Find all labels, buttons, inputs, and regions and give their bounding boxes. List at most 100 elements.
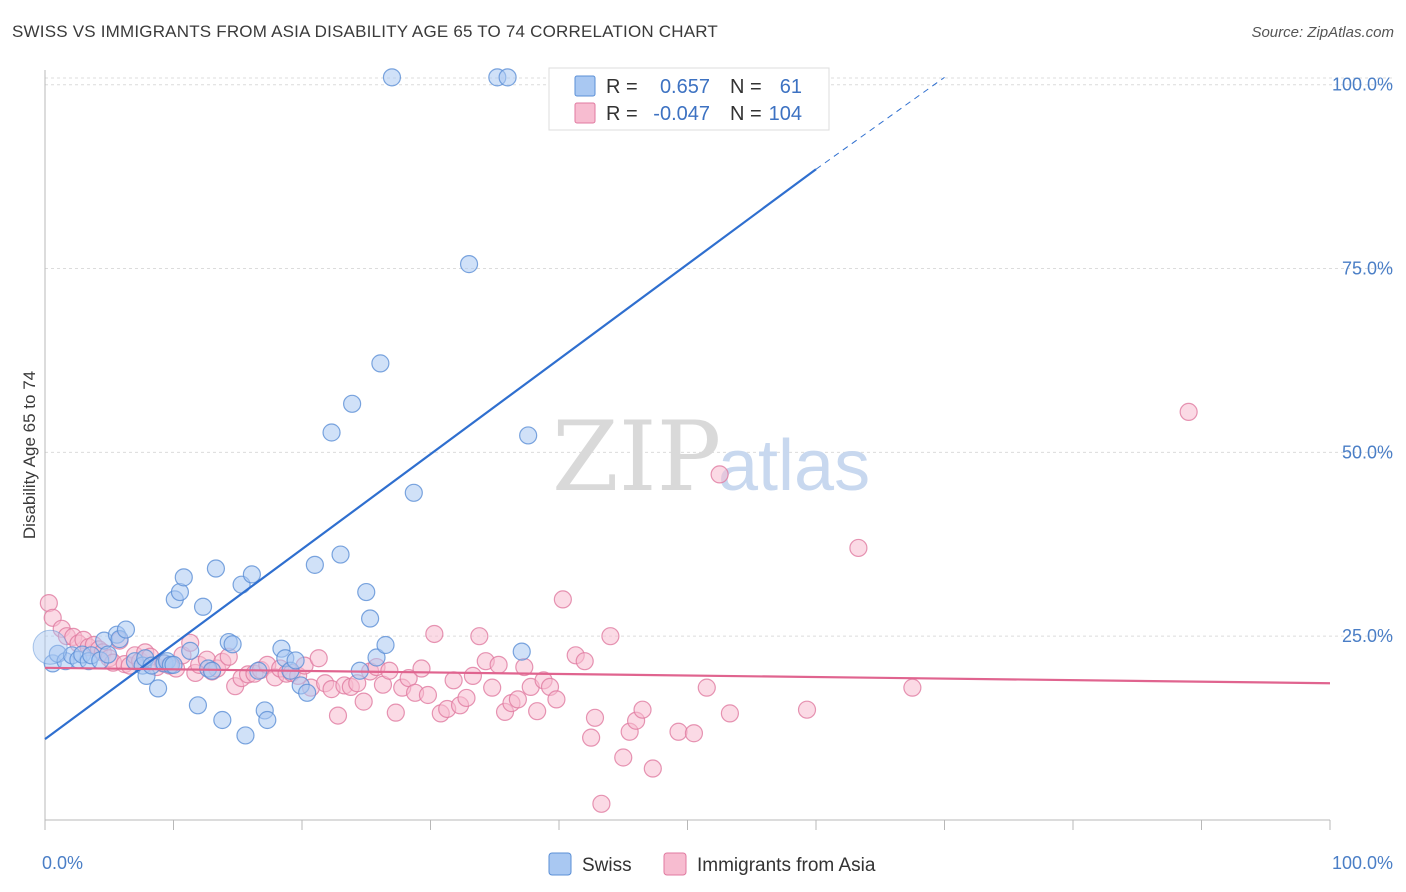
asia-point [643,759,662,778]
legend-n-value-asia: 104 [769,103,802,125]
swiss-point [305,555,324,574]
legend-r-label: R = [606,103,638,125]
asia-point [697,678,716,697]
asia-point [425,624,444,644]
swiss-point [331,545,350,564]
swiss-point [357,582,376,602]
swiss-trend-line [44,168,817,741]
asia-point [508,690,527,709]
asia-point [412,659,431,678]
chart-source: Source: ZipAtlas.com [1251,24,1394,41]
legend-swatch-swiss [574,75,596,97]
asia-trend-line [44,666,1331,685]
swiss-point [298,683,317,702]
y-axis-label: Disability Age 65 to 74 [20,371,39,539]
asia-point [585,708,605,727]
asia-point [553,590,572,609]
asia-point [328,706,348,725]
swiss-point [148,679,168,698]
x-tick-label: 100.0% [1332,853,1393,873]
asia-point [470,627,489,646]
bottom-legend: Swiss Immigrants from Asia [548,852,876,876]
legend-box [548,67,830,131]
tick-labels: 25.0% 50.0% 75.0% 100.0% 0.0% 100.0% [42,75,1393,873]
swiss-point [376,635,395,655]
swiss-point [382,68,402,87]
asia-point [386,703,405,722]
swiss-point [213,710,232,730]
asia-point [849,538,868,558]
asia-point [309,649,328,668]
asia-point [710,465,729,484]
swiss-point [519,426,538,445]
asia-point [592,794,611,813]
legend-r-label: R = [606,76,638,98]
asia-point [380,661,399,680]
swiss-point [512,642,531,661]
asia-point [418,685,438,705]
chart-title: SWISS VS IMMIGRANTS FROM ASIA DISABILITY… [12,22,719,41]
swiss-point [404,483,423,502]
swiss-point [286,651,305,670]
swiss-point [371,354,390,373]
asia-point [797,700,817,719]
asia-point [614,748,633,767]
bottom-legend-label-swiss: Swiss [582,855,632,876]
asia-point [903,678,922,697]
swiss-point [322,423,341,442]
legend-n-label: N = [730,103,762,125]
legend-n-label: N = [730,76,762,98]
swiss-trend-extension [815,76,945,170]
swiss-point [164,655,183,674]
swiss-point [236,726,255,745]
bottom-legend-swatch-swiss [548,852,572,876]
watermark-atlas: atlas [718,426,870,506]
swiss-point [181,641,200,660]
legend-swatch-asia [574,102,596,124]
asia-point [489,655,508,674]
swiss-point [116,620,136,639]
asia-point [575,652,594,671]
swiss-point-cluster [32,629,68,665]
swiss-point [498,68,517,87]
swiss-point [98,645,118,664]
swiss-point [343,394,362,413]
y-tick-label: 50.0% [1342,442,1393,462]
y-tick-label: 100.0% [1332,75,1393,95]
swiss-point [188,696,208,715]
swiss-point [206,559,226,578]
asia-point [1179,402,1198,422]
asia-point [582,728,601,747]
asia-point [633,700,652,719]
legend-n-value-swiss: 61 [780,76,802,98]
trend-lines [44,76,1331,741]
asia-point [547,690,566,709]
legend: R = 0.657 N = 61 R = -0.047 N = 104 [548,67,830,131]
swiss-point [242,565,261,584]
asia-point [601,627,620,646]
swiss-point [223,635,242,654]
bottom-legend-swatch-asia [663,852,687,876]
swiss-point [459,255,479,274]
swiss-point [258,710,277,730]
y-tick-label: 75.0% [1342,259,1393,279]
asia-point [483,678,502,697]
asia-point [684,724,704,743]
asia-point [457,688,476,708]
watermark: ZIP atlas [552,401,870,513]
asia-point [720,704,740,723]
legend-r-value-swiss: 0.657 [660,76,710,98]
x-tick-label: 0.0% [42,853,83,873]
axes [44,70,1331,830]
swiss-point [193,597,213,616]
y-tick-label: 25.0% [1342,626,1393,646]
asia-point [354,692,373,711]
gridlines [45,77,1392,637]
swiss-point [367,648,386,667]
watermark-zip: ZIP [552,401,721,513]
asia-point [463,666,483,685]
swiss-point [361,609,380,628]
swiss-point [174,568,193,587]
legend-r-value-asia: -0.047 [653,103,710,125]
